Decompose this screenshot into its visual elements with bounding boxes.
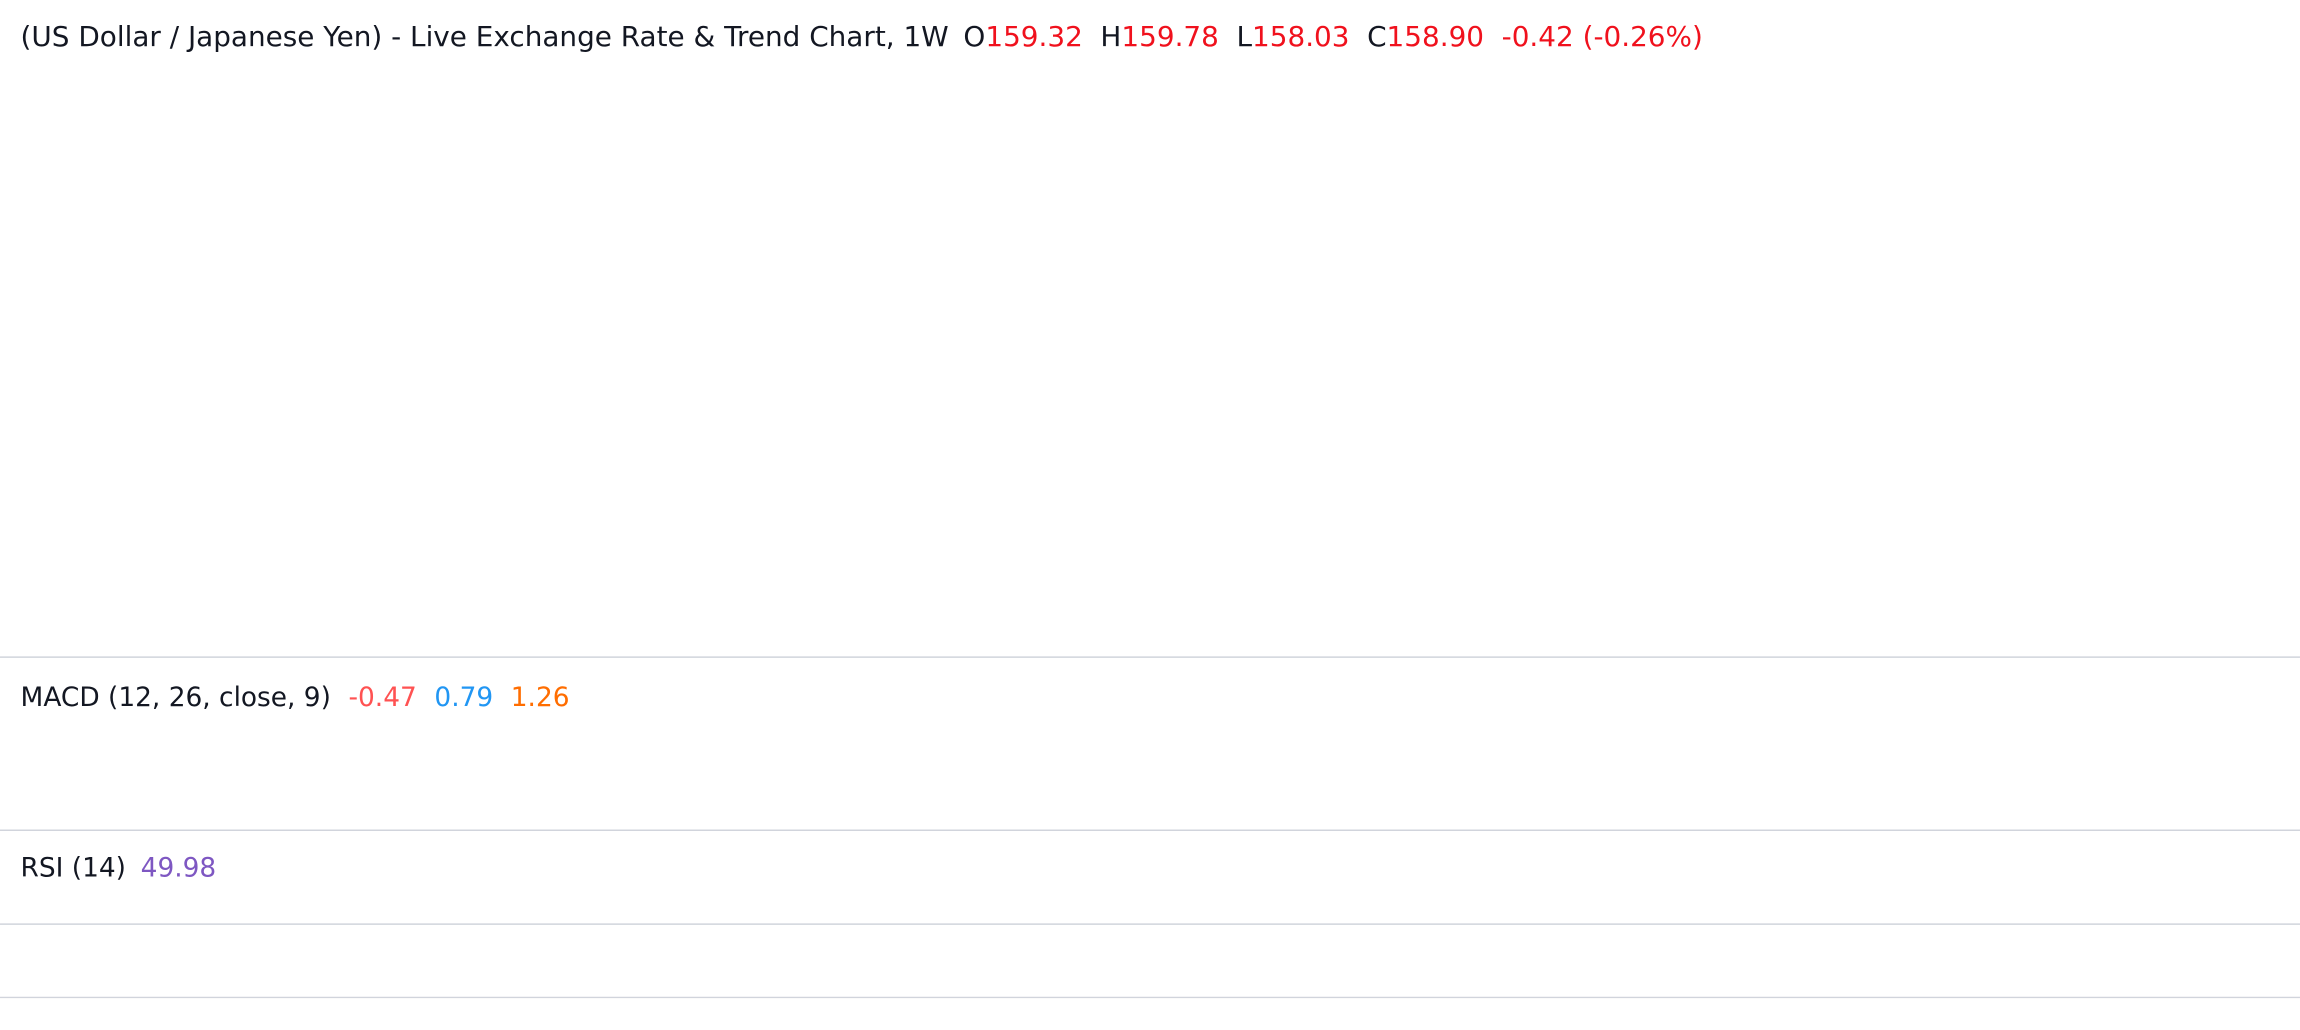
ohlc-prefix: L (1236, 20, 1252, 53)
macd-value: 0.79 (434, 682, 493, 713)
rsi-value: 49.98 (141, 852, 217, 883)
ohlc-prefix: H (1100, 20, 1121, 53)
ohlc-prefix: O (963, 20, 985, 53)
ohlc-value: 159.32 (985, 20, 1082, 53)
change-label: -0.42 (-0.26%) (1502, 20, 1703, 53)
chart-title: (US Dollar / Japanese Yen) - Live Exchan… (21, 20, 949, 53)
rsi-legend: RSI (14) 49.98 (21, 852, 217, 883)
macd-legend: MACD (12, 26, close, 9) -0.47 0.79 1.26 (21, 682, 570, 713)
rsi-title: RSI (14) (21, 852, 126, 883)
header: (US Dollar / Japanese Yen) - Live Exchan… (21, 20, 1703, 53)
ohlc-value: 158.03 (1252, 20, 1349, 53)
ohlc-value: 159.78 (1121, 20, 1218, 53)
histogram-value: -0.47 (349, 682, 417, 713)
signal-value: 1.26 (511, 682, 570, 713)
ohlc-value: 158.90 (1387, 20, 1484, 53)
macd-title: MACD (12, 26, close, 9) (21, 682, 331, 713)
ohlc-prefix: C (1367, 20, 1386, 53)
